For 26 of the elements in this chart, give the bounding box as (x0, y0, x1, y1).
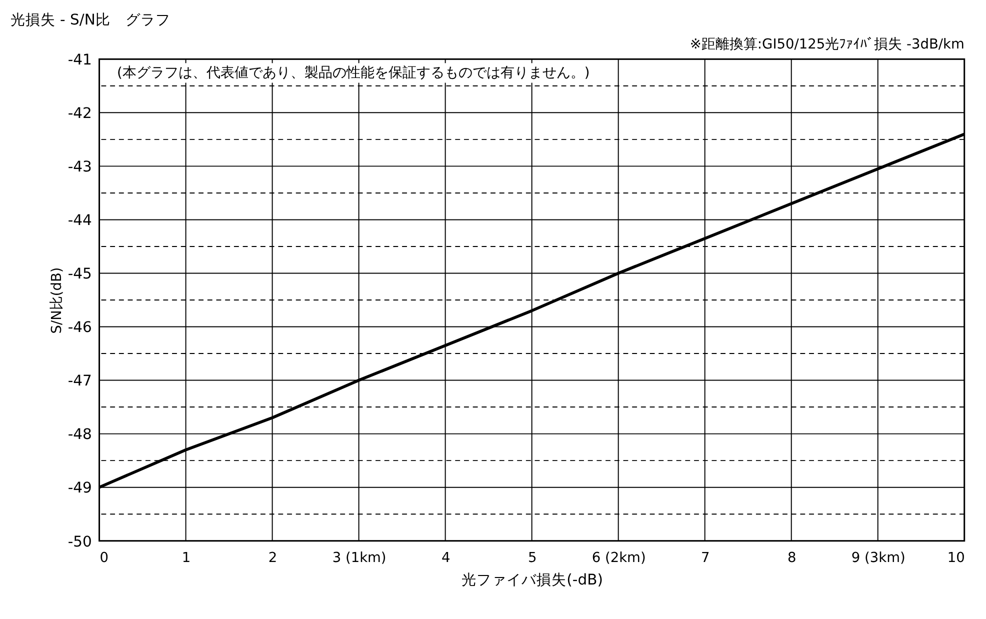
y-tick-label: -43 (68, 158, 92, 176)
x-axis-title: 光ファイバ損失(-dB) (462, 572, 603, 589)
x-tick-label: 6 (2km) (592, 550, 646, 566)
x-tick-label: 3 (1km) (332, 550, 386, 566)
y-tick-label: -47 (68, 372, 92, 390)
x-tick-label: 1 (182, 550, 191, 566)
y-tick-label: -50 (68, 533, 92, 550)
y-tick-label: -42 (68, 105, 92, 122)
x-tick-label: 10 (947, 550, 965, 566)
x-tick-label: 9 (3km) (851, 550, 906, 566)
x-tick-label: 2 (268, 550, 278, 566)
y-tick-label: -46 (68, 319, 92, 336)
chart-title: 光損失 - S/N比 グラフ (10, 12, 170, 29)
x-tick-label: 8 (787, 550, 796, 566)
x-tick-label: 7 (700, 550, 710, 566)
y-tick-label: -41 (68, 52, 92, 69)
annotation: (本グラフは、代表値であり、製品の性能を保証するものでは有りません。) (116, 64, 590, 81)
x-tick-label: 0 (100, 550, 109, 566)
x-tick-label: 5 (528, 550, 537, 566)
text: ※距離換算:GI50/125光ﾌｧｲﾊﾞ損失 -3dB/km (690, 36, 964, 52)
x-tick-label: 4 (441, 550, 450, 566)
y-tick-label: -44 (68, 212, 92, 230)
y-tick-label: -45 (68, 266, 92, 283)
y-axis-title: S/N比(dB) (48, 267, 65, 334)
y-tick-label: -49 (68, 480, 92, 497)
y-tick-label: -48 (68, 426, 92, 444)
